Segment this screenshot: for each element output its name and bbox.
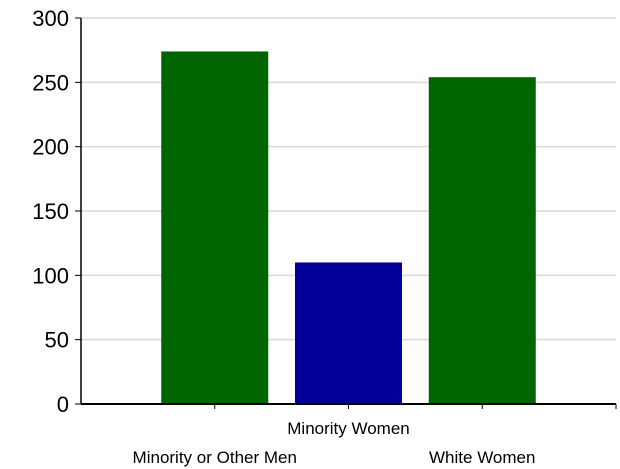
x-tick-label: Minority Women xyxy=(287,419,410,438)
y-tick-label: 50 xyxy=(45,328,69,353)
y-tick-label: 250 xyxy=(32,70,69,95)
bar-white-women xyxy=(428,77,536,404)
y-tick-label: 100 xyxy=(32,263,69,288)
bars xyxy=(161,51,536,404)
y-tick-label: 300 xyxy=(32,6,69,31)
y-tick-label: 150 xyxy=(32,199,69,224)
x-tick-label: White Women xyxy=(429,448,535,467)
tick-labels: 0 50 100 150 200 250 300 Minority or Other Men M… xyxy=(32,6,535,467)
bar-minority-women xyxy=(295,262,402,404)
axes xyxy=(75,17,617,409)
y-tick-label: 200 xyxy=(32,135,69,160)
y-tick-label: 0 xyxy=(57,392,69,417)
x-tick-label: Minority or Other Men xyxy=(133,448,297,467)
bar-minority-or-other-men xyxy=(161,51,269,404)
